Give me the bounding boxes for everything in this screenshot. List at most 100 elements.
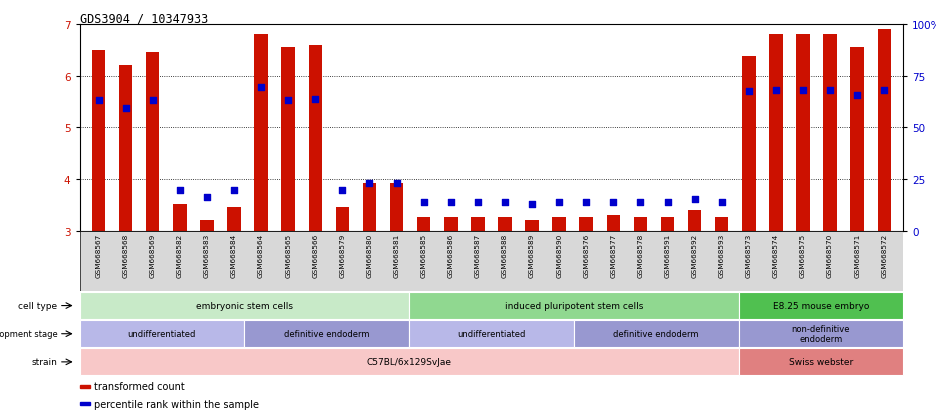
Text: development stage: development stage — [0, 330, 57, 338]
Point — [199, 195, 214, 201]
Text: strain: strain — [32, 358, 57, 366]
Bar — [409, 320, 574, 347]
Text: non-definitive
endoderm: non-definitive endoderm — [792, 324, 850, 344]
Bar — [363, 184, 376, 231]
Point — [281, 98, 296, 104]
Bar — [498, 217, 512, 231]
Text: GSM668591: GSM668591 — [665, 233, 670, 277]
Text: GSM668572: GSM668572 — [882, 233, 887, 277]
Text: undifferentiated: undifferentiated — [457, 330, 526, 338]
Bar — [80, 349, 739, 375]
Text: Swiss webster: Swiss webster — [789, 358, 853, 366]
Text: GSM668586: GSM668586 — [447, 233, 454, 277]
Text: cell type: cell type — [18, 301, 57, 310]
Bar — [574, 320, 739, 347]
Bar — [607, 216, 621, 231]
Bar — [634, 217, 647, 231]
Text: GSM668583: GSM668583 — [204, 233, 210, 277]
Bar — [417, 217, 431, 231]
Text: percentile rank within the sample: percentile rank within the sample — [94, 399, 259, 409]
Bar — [80, 385, 90, 388]
Bar — [739, 292, 903, 319]
Text: GSM668571: GSM668571 — [855, 233, 860, 277]
Point — [687, 196, 702, 203]
Text: GSM668578: GSM668578 — [637, 233, 643, 277]
Bar — [579, 217, 593, 231]
Bar — [80, 231, 903, 291]
Text: GSM668587: GSM668587 — [475, 233, 481, 277]
Point — [578, 199, 593, 206]
Text: GSM668589: GSM668589 — [529, 233, 535, 277]
Bar — [824, 35, 837, 231]
Point — [877, 88, 892, 94]
Point — [172, 188, 187, 195]
Text: induced pluripotent stem cells: induced pluripotent stem cells — [505, 301, 643, 310]
Bar — [336, 207, 349, 231]
Point — [796, 88, 811, 94]
Bar — [173, 204, 186, 231]
Bar — [309, 45, 322, 231]
Bar — [742, 57, 755, 231]
Point — [850, 93, 865, 100]
Bar — [244, 320, 409, 347]
Bar — [552, 217, 566, 231]
Text: GSM668581: GSM668581 — [393, 233, 400, 277]
Bar — [715, 217, 728, 231]
Text: GSM668573: GSM668573 — [746, 233, 752, 277]
Bar — [255, 35, 268, 231]
Text: GSM668580: GSM668580 — [367, 233, 373, 277]
Bar — [80, 292, 409, 319]
Text: E8.25 mouse embryo: E8.25 mouse embryo — [773, 301, 869, 310]
Text: GSM668570: GSM668570 — [827, 233, 833, 277]
Text: embryonic stem cells: embryonic stem cells — [196, 301, 293, 310]
Point — [308, 96, 323, 103]
Point — [471, 199, 486, 206]
Point — [741, 89, 756, 95]
Point — [633, 199, 648, 206]
Bar — [878, 30, 891, 231]
Point — [145, 98, 160, 104]
Bar — [797, 35, 810, 231]
Text: GSM668590: GSM668590 — [556, 233, 563, 277]
Bar — [146, 53, 159, 231]
Text: transformed count: transformed count — [94, 381, 184, 391]
Bar — [227, 207, 241, 231]
Text: GSM668564: GSM668564 — [258, 233, 264, 277]
Text: C57BL/6x129SvJae: C57BL/6x129SvJae — [367, 358, 451, 366]
Point — [606, 199, 621, 206]
Point — [444, 199, 459, 206]
Bar — [769, 35, 782, 231]
Point — [551, 199, 566, 206]
Bar — [200, 221, 213, 231]
Text: GSM668569: GSM668569 — [150, 233, 155, 277]
Text: GSM668576: GSM668576 — [583, 233, 590, 277]
Text: GSM668568: GSM668568 — [123, 233, 128, 277]
Text: GSM668577: GSM668577 — [610, 233, 616, 277]
Text: undifferentiated: undifferentiated — [127, 330, 197, 338]
Text: GSM668567: GSM668567 — [95, 233, 101, 277]
Point — [254, 84, 269, 91]
Bar — [471, 217, 485, 231]
Bar — [80, 402, 90, 405]
Text: definitive endoderm: definitive endoderm — [613, 330, 699, 338]
Text: GDS3904 / 10347933: GDS3904 / 10347933 — [80, 12, 208, 25]
Bar — [282, 48, 295, 231]
Text: GSM668588: GSM668588 — [502, 233, 508, 277]
Point — [714, 199, 729, 206]
Bar — [525, 221, 539, 231]
Bar — [409, 292, 739, 319]
Point — [823, 88, 838, 94]
Point — [524, 201, 539, 208]
Text: GSM668593: GSM668593 — [719, 233, 724, 277]
Text: GSM668579: GSM668579 — [340, 233, 345, 277]
Bar — [389, 184, 403, 231]
Point — [118, 105, 133, 112]
Text: GSM668575: GSM668575 — [800, 233, 806, 277]
Bar — [80, 320, 244, 347]
Point — [389, 180, 404, 187]
Point — [497, 199, 512, 206]
Point — [362, 180, 377, 187]
Text: GSM668592: GSM668592 — [692, 233, 697, 277]
Bar — [119, 66, 132, 231]
Bar — [739, 320, 903, 347]
